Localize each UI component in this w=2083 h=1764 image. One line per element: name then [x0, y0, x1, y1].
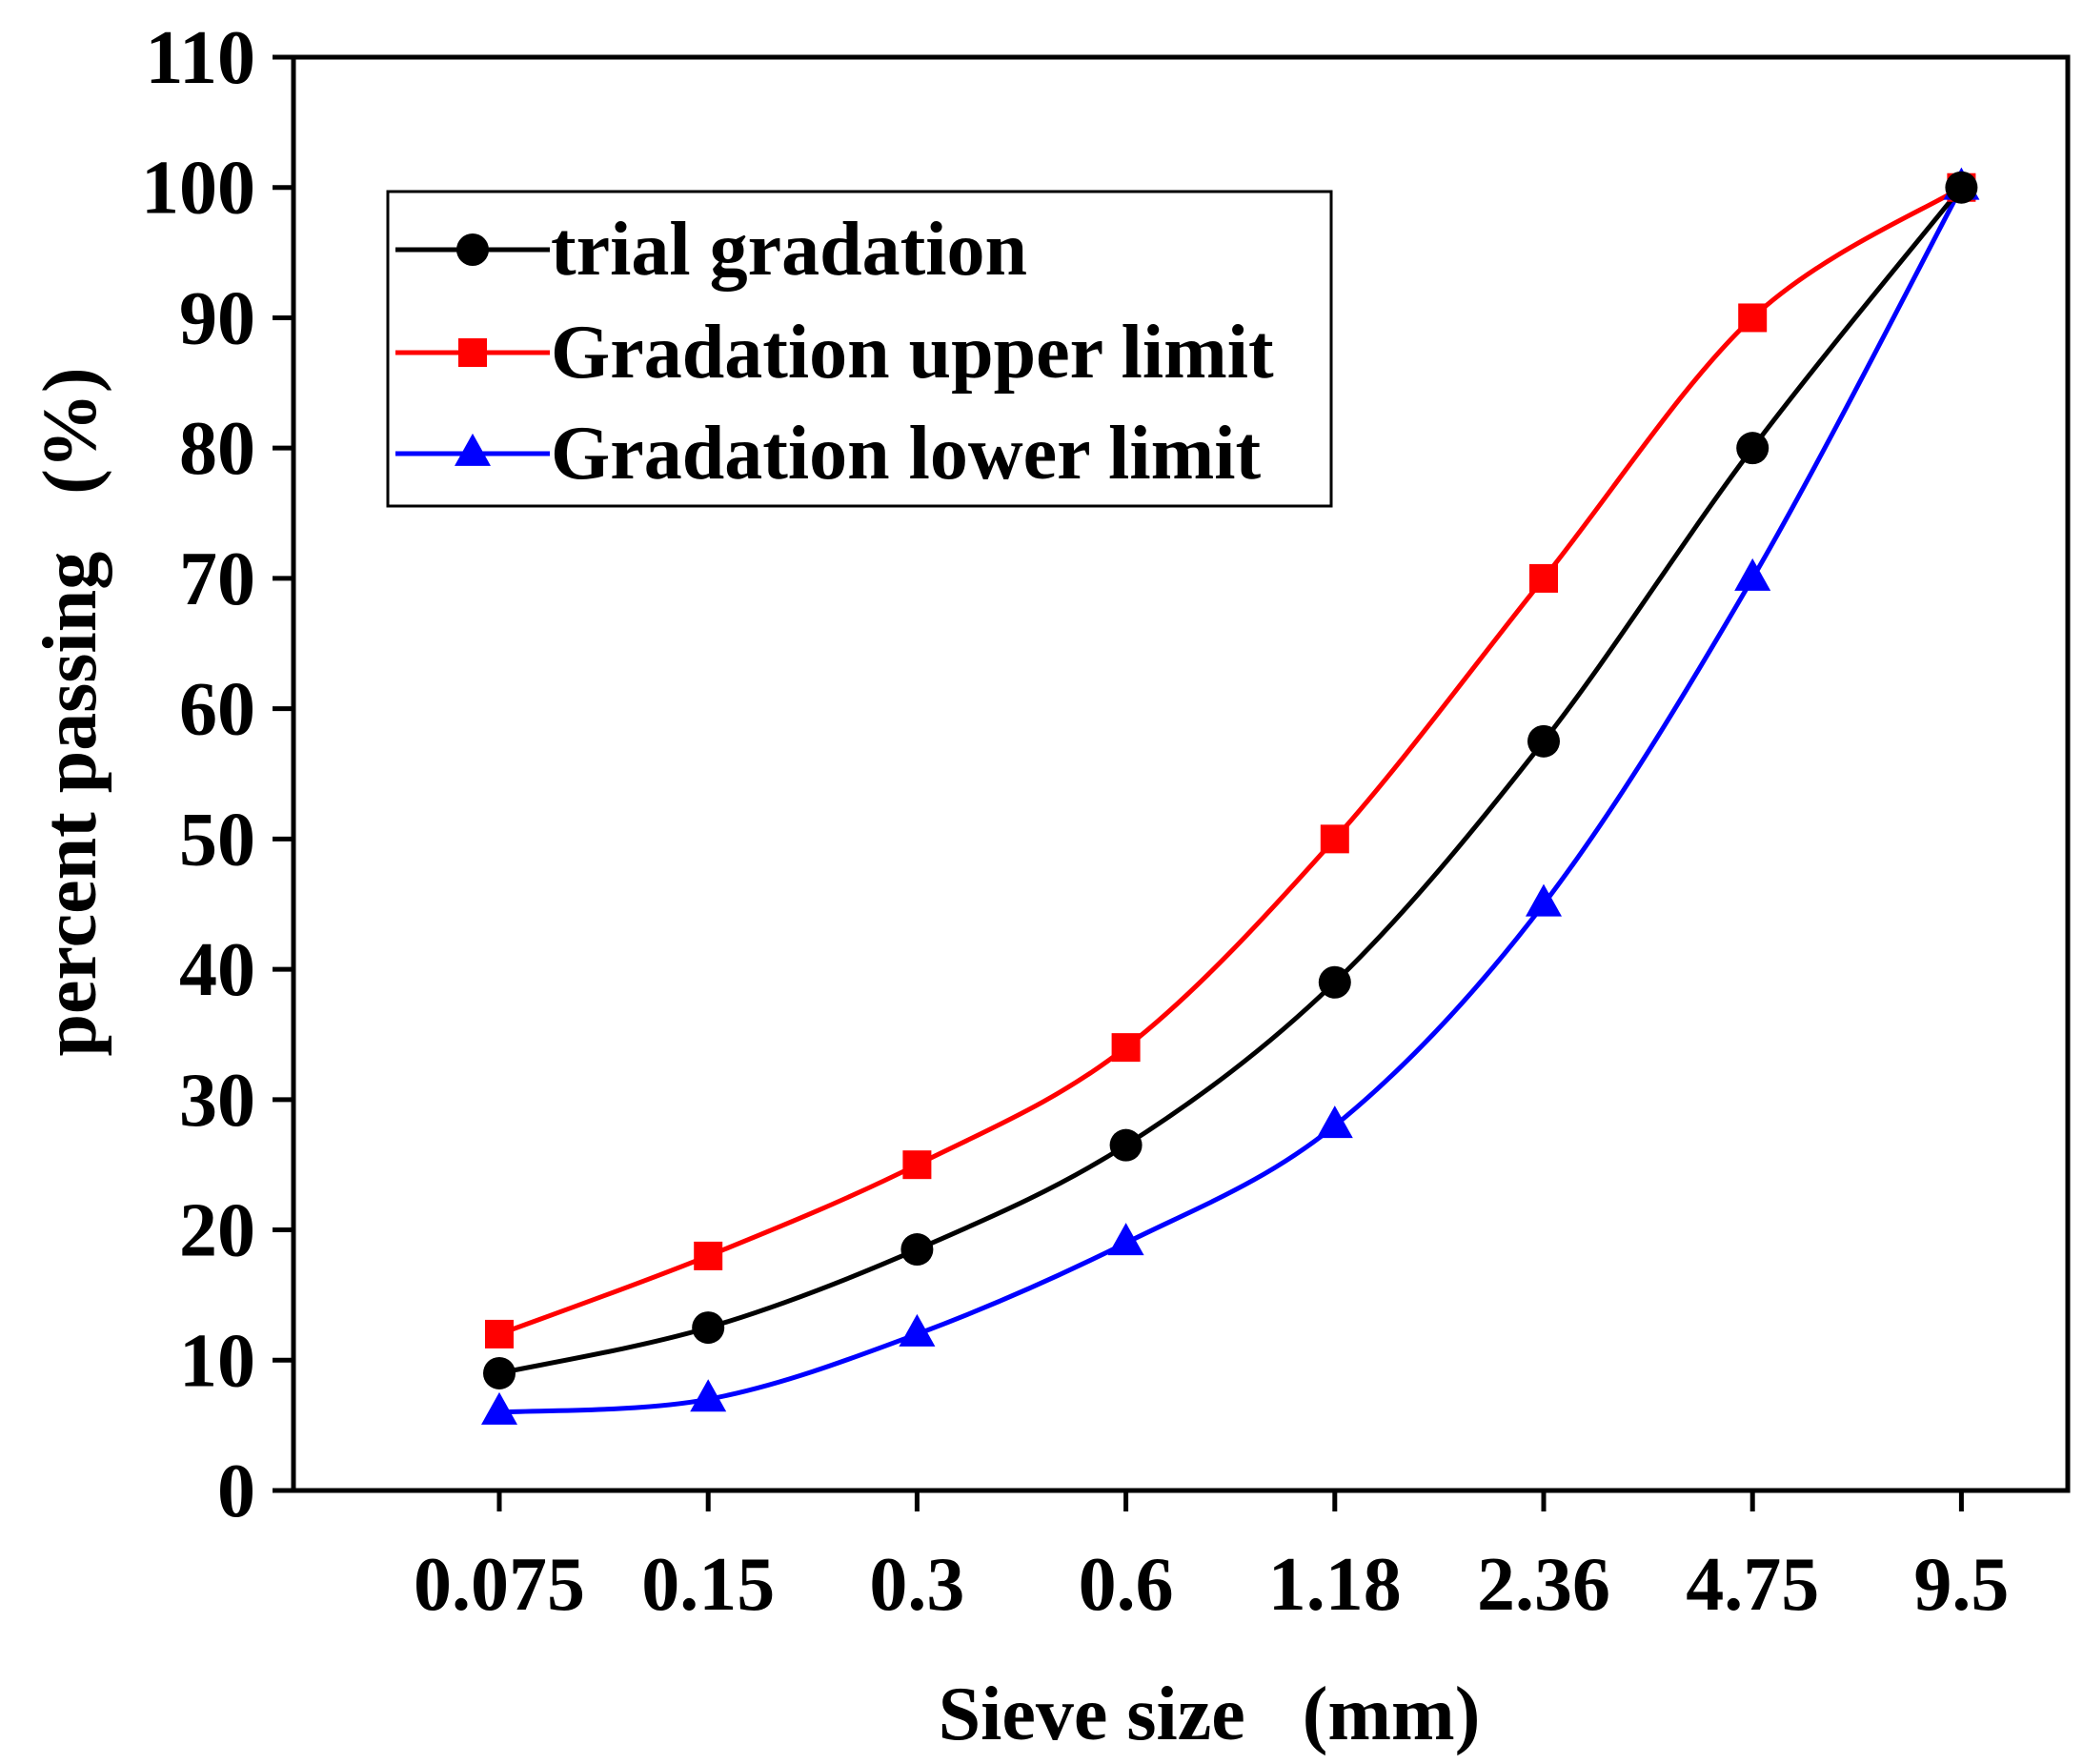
legend-marker-trial-gradation — [456, 233, 489, 266]
gradation-upper-limit-point-0.075 — [485, 1319, 514, 1348]
x-tick-label-0.3: 0.3 — [869, 1543, 964, 1627]
markers-layer — [481, 167, 1980, 1425]
gradation-upper-limit-point-1.18 — [1320, 824, 1349, 854]
trial-gradation-point-0.3 — [900, 1233, 934, 1267]
gradation-lower-limit-point-0.075 — [481, 1391, 517, 1425]
x-tick-label-1.18: 1.18 — [1268, 1543, 1402, 1627]
gradation-upper-limit-point-4.75 — [1738, 303, 1768, 333]
y-tick-label-30: 30 — [179, 1059, 255, 1143]
trial-gradation-point-1.18 — [1318, 965, 1351, 999]
legend: trial gradation Gradation upper limit Grad… — [386, 190, 1333, 508]
x-tick-label-0.075: 0.075 — [414, 1543, 585, 1627]
trial-gradation-point-2.36 — [1527, 724, 1560, 758]
legend-label-gradation-upper-limit: Gradation upper limit — [551, 311, 1274, 395]
y-tick-label-50: 50 — [179, 798, 255, 882]
x-tick-label-0.6: 0.6 — [1079, 1543, 1174, 1627]
y-tick-label-80: 80 — [179, 407, 255, 491]
gradation-upper-limit-point-0.15 — [694, 1241, 723, 1270]
x-tick-label-0.15: 0.15 — [641, 1543, 775, 1627]
gradation-upper-limit-point-0.3 — [902, 1150, 932, 1180]
gradation-lower-limit-point-0.3 — [899, 1313, 936, 1347]
y-tick-label-100: 100 — [141, 147, 255, 231]
y-tick-label-20: 20 — [179, 1189, 255, 1273]
y-axis-title: percent passing (%) — [29, 368, 112, 1057]
gradation-upper-limit-line — [498, 185, 1963, 1337]
x-tick-label-4.75: 4.75 — [1686, 1543, 1819, 1627]
y-tick-label-90: 90 — [179, 276, 255, 360]
y-tick-label-60: 60 — [179, 668, 255, 752]
x-tick-label-9.5: 9.5 — [1913, 1543, 2009, 1627]
plot-frame — [291, 54, 2071, 1493]
y-tick-label-110: 110 — [145, 16, 255, 100]
gradation-upper-limit-point-0.6 — [1111, 1033, 1141, 1063]
gradation-upper-limit-point-2.36 — [1529, 563, 1558, 593]
trial-gradation-point-0.15 — [692, 1311, 725, 1345]
y-tick-label-10: 10 — [179, 1319, 255, 1403]
x-axis-title: Sieve size (mm) — [939, 1673, 1481, 1756]
legend-label-trial-gradation: trial gradation — [551, 208, 1027, 292]
y-tick-label-40: 40 — [179, 928, 255, 1012]
axes-layer — [291, 54, 2071, 1493]
ticks-layer: 0 10 20 30 40 50 60 70 80 90 100 110 0.075 0.15 0.3 0.6… — [141, 16, 2009, 1627]
gradation-lower-limit-point-4.75 — [1734, 558, 1771, 591]
y-tick-label-70: 70 — [179, 537, 255, 621]
gradation-lower-limit-point-1.18 — [1316, 1105, 1353, 1139]
trial-gradation-point-9.5 — [1945, 171, 1978, 204]
trial-gradation-point-4.75 — [1736, 432, 1770, 465]
trial-gradation-point-0.6 — [1109, 1128, 1143, 1162]
gradation-lower-limit-point-0.6 — [1107, 1223, 1144, 1256]
gradation-lower-limit-point-2.36 — [1526, 883, 1562, 917]
gradation-lower-limit-point-0.15 — [690, 1379, 727, 1412]
y-tick-label-0: 0 — [217, 1450, 255, 1533]
trial-gradation-point-0.075 — [483, 1356, 516, 1389]
legend-label-gradation-lower-limit: Gradation lower limit — [551, 412, 1261, 496]
legend-marker-gradation-upper-limit — [458, 338, 487, 367]
legend-marker-gradation-lower-limit — [455, 433, 491, 466]
x-tick-label-2.36: 2.36 — [1477, 1543, 1610, 1627]
